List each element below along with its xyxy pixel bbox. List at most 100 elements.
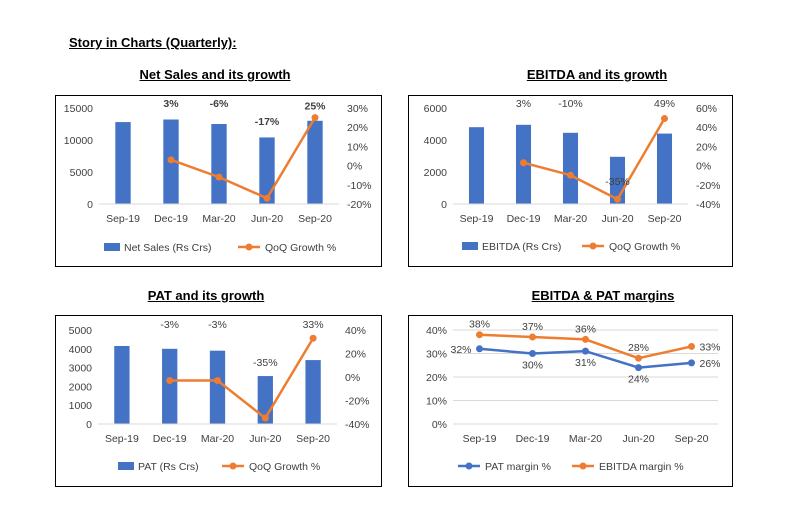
data-label: 32% xyxy=(450,344,471,356)
data-point xyxy=(520,159,527,167)
legend-label: QoQ Growth % xyxy=(249,461,320,473)
x-tick-label: Dec-19 xyxy=(154,213,188,225)
data-point xyxy=(529,350,536,357)
y-right-tick-label: 40% xyxy=(696,122,717,134)
x-tick-label: Mar-20 xyxy=(554,213,587,225)
x-tick-label: Mar-20 xyxy=(201,433,234,445)
legend-label: EBITDA (Rs Crs) xyxy=(482,241,561,253)
x-tick-label: Jun-20 xyxy=(601,213,633,225)
y-right-tick-label: 0% xyxy=(345,372,360,384)
data-point xyxy=(476,331,483,339)
y-left-tick-label: 1000 xyxy=(69,400,93,412)
y-left-tick-label: 3000 xyxy=(69,363,93,375)
legend-label: Net Sales (Rs Crs) xyxy=(124,242,212,254)
chart-title-margins: EBITDA & PAT margins xyxy=(531,288,675,303)
y-right-tick-label: 20% xyxy=(347,122,368,134)
legend-marker xyxy=(579,462,587,470)
series-line xyxy=(170,116,317,200)
data-label: 31% xyxy=(575,357,596,369)
y-right-tick-label: -20% xyxy=(696,180,721,192)
y-right-tick-label: 0% xyxy=(696,161,711,173)
data-label: 36% xyxy=(575,323,596,335)
data-point xyxy=(582,335,589,343)
chart-title-ebitda: EBITDA and its growth xyxy=(526,67,668,82)
data-label: 3% xyxy=(163,98,179,110)
chart-title-pat: PAT and its growth xyxy=(147,288,265,303)
y-left-tick-label: 4000 xyxy=(69,344,93,356)
x-tick-label: Sep-20 xyxy=(296,433,330,445)
y-left-tick-label: 15000 xyxy=(64,103,93,115)
y-left-tick-label: 10000 xyxy=(64,135,93,147)
bar xyxy=(656,133,673,204)
data-point xyxy=(311,114,319,122)
margins-chart: 0% 10% 20% 30% 40% Sep-19 Dec-19 Mar-20 Jun-20 Se… xyxy=(408,315,733,487)
x-tick-label: Dec-19 xyxy=(153,433,187,445)
y-right-tick-label: 60% xyxy=(696,103,717,115)
series-line xyxy=(523,117,666,201)
y-left-tick-label: 0 xyxy=(86,419,92,431)
y-left-tick-label: 5000 xyxy=(70,167,94,179)
legend-swatch xyxy=(118,462,134,470)
legend-marker xyxy=(589,242,597,250)
data-point xyxy=(529,333,536,341)
y-left-tick-label: 0 xyxy=(87,199,93,211)
bar xyxy=(209,350,226,424)
legend-label: EBITDA margin % xyxy=(599,461,684,473)
x-tick-label: Jun-20 xyxy=(622,433,654,445)
bar xyxy=(562,132,579,204)
bar xyxy=(305,360,321,424)
bar xyxy=(114,345,130,424)
data-point xyxy=(688,342,695,350)
data-point xyxy=(635,364,642,372)
data-label: -17% xyxy=(255,116,280,128)
x-tick-label: Mar-20 xyxy=(569,433,602,445)
data-label: -3% xyxy=(208,319,227,331)
page-title: Story in Charts (Quarterly): xyxy=(69,35,237,50)
data-point xyxy=(309,334,317,342)
y-left-tick-label: 2000 xyxy=(424,167,448,179)
bar xyxy=(162,348,178,424)
data-label: 38% xyxy=(469,319,490,331)
y-left-tick-label: 0% xyxy=(432,419,447,431)
y-left-tick-label: 40% xyxy=(426,325,447,337)
y-left-tick-label: 2000 xyxy=(69,381,93,393)
data-label: 33% xyxy=(700,341,721,353)
y-left-tick-label: 20% xyxy=(426,372,447,384)
data-label: 49% xyxy=(654,98,675,110)
y-right-tick-label: -20% xyxy=(347,199,372,211)
y-right-tick-label: -10% xyxy=(347,180,372,192)
y-right-tick-label: -40% xyxy=(345,419,370,431)
data-label: 33% xyxy=(303,319,324,331)
data-point xyxy=(215,173,223,181)
chart-title-net-sales: Net Sales and its growth xyxy=(139,67,291,82)
y-right-tick-label: 20% xyxy=(696,141,717,153)
net-sales-chart: 0 5000 10000 15000 -20% -10% 0% 10% 20% 30% Sep-19… xyxy=(55,95,382,267)
x-tick-label: Sep-19 xyxy=(460,213,494,225)
legend-marker xyxy=(465,462,473,470)
y-right-tick-label: 20% xyxy=(345,349,366,361)
y-right-tick-label: 30% xyxy=(347,103,368,115)
bar xyxy=(259,137,275,204)
y-right-tick-label: -40% xyxy=(696,199,721,211)
legend-label: QoQ Growth % xyxy=(609,241,680,253)
bar xyxy=(468,127,485,204)
data-label: 25% xyxy=(304,101,326,113)
x-tick-label: Jun-20 xyxy=(249,433,281,445)
data-point xyxy=(261,414,269,422)
data-point xyxy=(476,345,483,353)
data-label: -10% xyxy=(558,98,583,110)
data-point xyxy=(167,156,175,164)
bar xyxy=(307,120,323,204)
y-left-tick-label: 30% xyxy=(426,349,447,361)
ebitda-chart: 0 2000 4000 6000 -40% -20% 0% 20% 40% 60% Sep-19 De… xyxy=(408,95,733,267)
x-tick-label: Dec-19 xyxy=(516,433,550,445)
x-tick-label: Sep-19 xyxy=(106,213,140,225)
data-label: 3% xyxy=(516,98,531,110)
chart-border xyxy=(408,95,733,267)
data-point xyxy=(635,354,642,362)
data-label: 37% xyxy=(522,321,543,333)
y-right-tick-label: 10% xyxy=(347,141,368,153)
x-tick-label: Sep-20 xyxy=(675,433,709,445)
legend-label: PAT (Rs Crs) xyxy=(138,461,199,473)
data-point xyxy=(166,377,174,385)
